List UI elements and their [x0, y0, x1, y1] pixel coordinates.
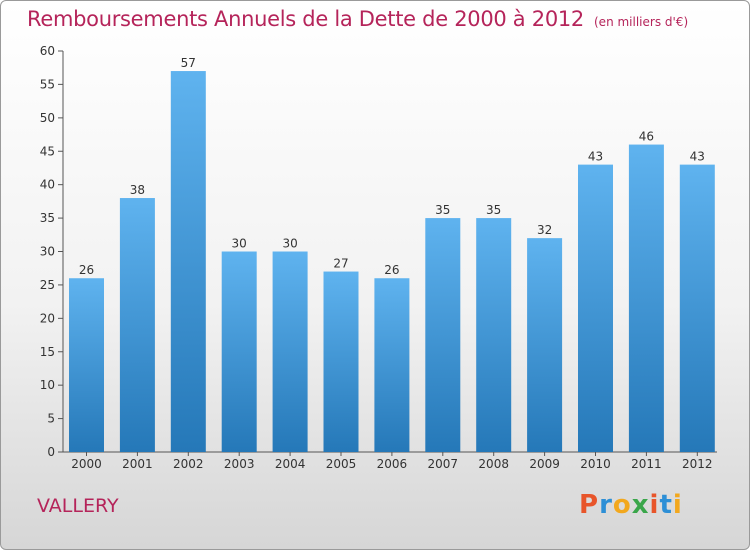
x-tick-label: 2002	[173, 457, 204, 471]
x-tick-label: 2010	[580, 457, 611, 471]
bar	[272, 251, 308, 452]
x-tick-label: 2000	[71, 457, 102, 471]
y-tick-label: 20	[40, 311, 55, 325]
bars: 26 38 57 30 30 27 26 35 35 32 43 46 43	[69, 56, 715, 453]
y-tick-label: 45	[40, 144, 55, 158]
bar-value-label: 38	[130, 183, 145, 197]
y-tick-label: 10	[40, 378, 55, 392]
x-tick-label: 2005	[326, 457, 357, 471]
y-tick-label: 35	[40, 211, 55, 225]
x-tick-label: 2009	[529, 457, 560, 471]
bar-value-label: 46	[639, 130, 654, 144]
bar	[425, 218, 461, 452]
y-axis: 0 5 10 15 20 25 30 35 40 45 50 55 60 2000 2001 2002 2003…	[40, 44, 717, 471]
chart-title-text: Remboursements Annuels de la Dette de 20…	[27, 7, 584, 31]
bar	[170, 71, 206, 453]
bar-value-label: 43	[588, 150, 603, 164]
y-tick-label: 50	[40, 111, 55, 125]
bar-value-label: 30	[232, 237, 247, 251]
bar-value-label: 57	[181, 56, 196, 70]
y-tick-label: 25	[40, 278, 55, 292]
y-tick-label: 5	[47, 412, 55, 426]
y-tick-label: 15	[40, 345, 55, 359]
bar	[323, 271, 359, 452]
y-tick-label: 40	[40, 178, 55, 192]
bar	[578, 164, 613, 452]
bar	[69, 278, 104, 452]
bar-value-label: 27	[333, 257, 348, 271]
bar-value-label: 43	[690, 150, 705, 164]
bar-value-label: 26	[79, 263, 94, 277]
bar-value-label: 35	[486, 203, 501, 217]
proxiti-logo: Proxiti	[579, 490, 683, 520]
x-tick-label: 2001	[122, 457, 153, 471]
bar	[628, 144, 664, 453]
chart-title: Remboursements Annuels de la Dette de 20…	[27, 7, 688, 31]
y-tick-label: 55	[40, 77, 55, 91]
x-tick-label: 2003	[224, 457, 255, 471]
x-tick-label: 2007	[428, 457, 459, 471]
chart-subtitle: (en milliers d'€)	[594, 15, 689, 29]
bar-value-label: 35	[435, 203, 450, 217]
commune-name: VALLERY	[37, 495, 119, 517]
y-tick-label: 60	[40, 44, 55, 58]
bar	[221, 251, 257, 452]
y-tick-label: 0	[47, 445, 55, 459]
x-tick-label: 2008	[478, 457, 509, 471]
bar	[119, 198, 155, 452]
x-tick-label: 2006	[377, 457, 408, 471]
bar	[374, 278, 410, 452]
bar-value-label: 30	[282, 237, 297, 251]
bar-value-label: 32	[537, 223, 552, 237]
x-tick-label: 2012	[682, 457, 713, 471]
bar	[527, 238, 563, 452]
bar	[679, 164, 715, 452]
bar	[476, 218, 512, 452]
bar-value-label: 26	[384, 263, 399, 277]
x-tick-label: 2011	[631, 457, 662, 471]
y-tick-label: 30	[40, 245, 55, 259]
x-tick-label: 2004	[275, 457, 306, 471]
